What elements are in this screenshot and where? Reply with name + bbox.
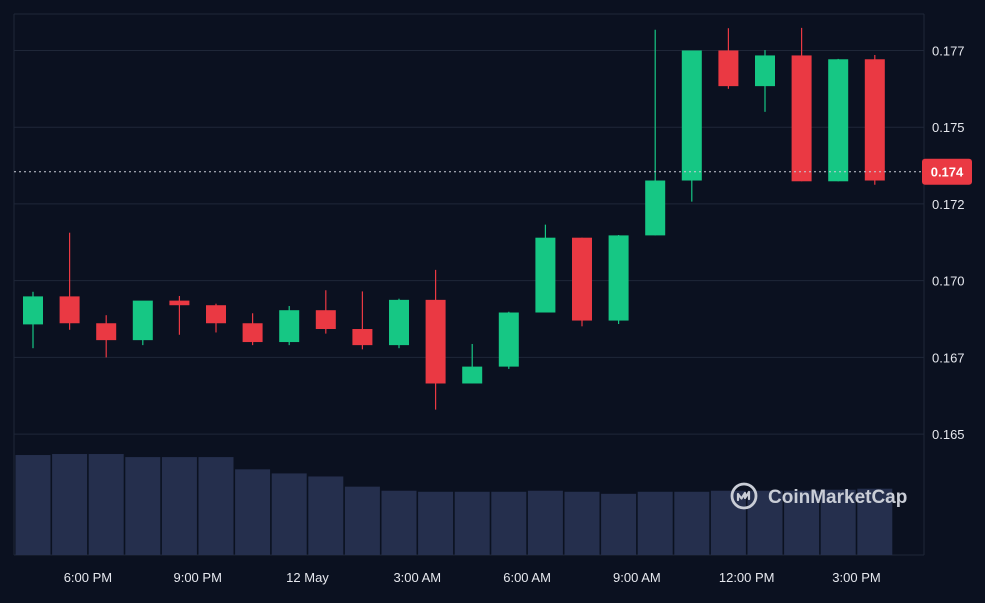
candles xyxy=(23,27,885,410)
volume-bar-0 xyxy=(15,455,51,555)
candle-body-14 xyxy=(535,237,556,313)
candle-body-4 xyxy=(169,300,190,306)
volume-bar-9 xyxy=(344,486,380,555)
volume-bar-14 xyxy=(527,490,563,555)
coinmarketcap-logo-icon xyxy=(730,482,758,510)
volume-bar-15 xyxy=(564,491,600,555)
x-tick-label-6: 12:00 PM xyxy=(719,570,775,585)
volume-bar-4 xyxy=(161,457,197,555)
x-tick-label-3: 3:00 AM xyxy=(393,570,441,585)
y-tick-label-2: 0.172 xyxy=(932,197,965,212)
volume-bar-5 xyxy=(198,457,234,555)
candle-body-16 xyxy=(608,235,629,321)
volume-bar-2 xyxy=(88,454,124,555)
volume-bar-7 xyxy=(271,473,307,555)
watermark-brand: CoinMarketCap xyxy=(768,487,907,508)
volume-bar-21 xyxy=(784,490,820,555)
volume-bar-18 xyxy=(674,491,710,555)
x-tick-label-4: 6:00 AM xyxy=(503,570,551,585)
candle-body-3 xyxy=(132,300,153,341)
candle-body-7 xyxy=(279,310,300,343)
candle-body-8 xyxy=(315,310,336,330)
volume-bar-23 xyxy=(857,488,893,555)
current-price-badge: 0.174 xyxy=(922,158,972,185)
y-tick-label-5: 0.165 xyxy=(932,427,965,442)
candle-body-21 xyxy=(791,55,812,182)
candle-body-10 xyxy=(389,299,409,346)
candle-body-22 xyxy=(828,59,849,182)
volume-bar-12 xyxy=(454,491,490,555)
current-price-badge-bg xyxy=(922,158,972,185)
candle-body-20 xyxy=(755,55,775,87)
candle-body-2 xyxy=(96,323,117,341)
candle-body-17 xyxy=(645,180,666,236)
x-tick-label-1: 9:00 PM xyxy=(173,570,221,585)
candle-body-11 xyxy=(425,299,446,384)
volume-bar-6 xyxy=(235,469,271,555)
x-tick-label-5: 9:00 AM xyxy=(613,570,661,585)
volume-bars xyxy=(15,454,893,555)
volume-bar-13 xyxy=(491,491,527,555)
candle-body-9 xyxy=(352,329,373,346)
volume-bar-22 xyxy=(820,489,856,555)
candle-body-1 xyxy=(59,296,80,324)
candle-body-18 xyxy=(681,50,702,181)
candle-body-5 xyxy=(206,305,226,324)
axes: 0.177 0.175 0.172 0.170 0.167 0.165 6:00 PM 9:0… xyxy=(64,43,965,585)
volume-bar-1 xyxy=(52,454,88,555)
current-price-label: 0.174 xyxy=(931,165,964,180)
candle-body-13 xyxy=(498,312,519,367)
volume-bar-17 xyxy=(637,491,673,555)
candle-body-15 xyxy=(572,237,592,321)
coinmarketcap-watermark: CoinMarketCap xyxy=(730,482,907,510)
volume-bar-10 xyxy=(381,490,417,555)
y-tick-label-1: 0.175 xyxy=(932,120,965,135)
y-tick-label-4: 0.167 xyxy=(932,350,965,365)
volume-bar-8 xyxy=(308,476,344,555)
candle-body-6 xyxy=(242,323,263,343)
candle-body-19 xyxy=(718,50,739,87)
candle-body-12 xyxy=(462,366,483,384)
x-tick-label-0: 6:00 PM xyxy=(64,570,112,585)
y-tick-label-0: 0.177 xyxy=(932,43,965,58)
candle-body-0 xyxy=(23,296,43,325)
volume-bar-16 xyxy=(601,493,637,555)
x-tick-label-2: 12 May xyxy=(286,570,329,585)
candle-body-23 xyxy=(864,59,885,181)
volume-bar-3 xyxy=(125,457,161,555)
x-tick-label-7: 3:00 PM xyxy=(832,570,880,585)
volume-bar-11 xyxy=(418,491,454,555)
y-tick-label-3: 0.170 xyxy=(932,274,965,289)
volume-bar-19 xyxy=(710,490,746,555)
